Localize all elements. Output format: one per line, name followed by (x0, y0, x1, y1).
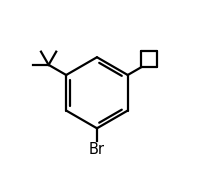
Text: Br: Br (89, 142, 105, 157)
